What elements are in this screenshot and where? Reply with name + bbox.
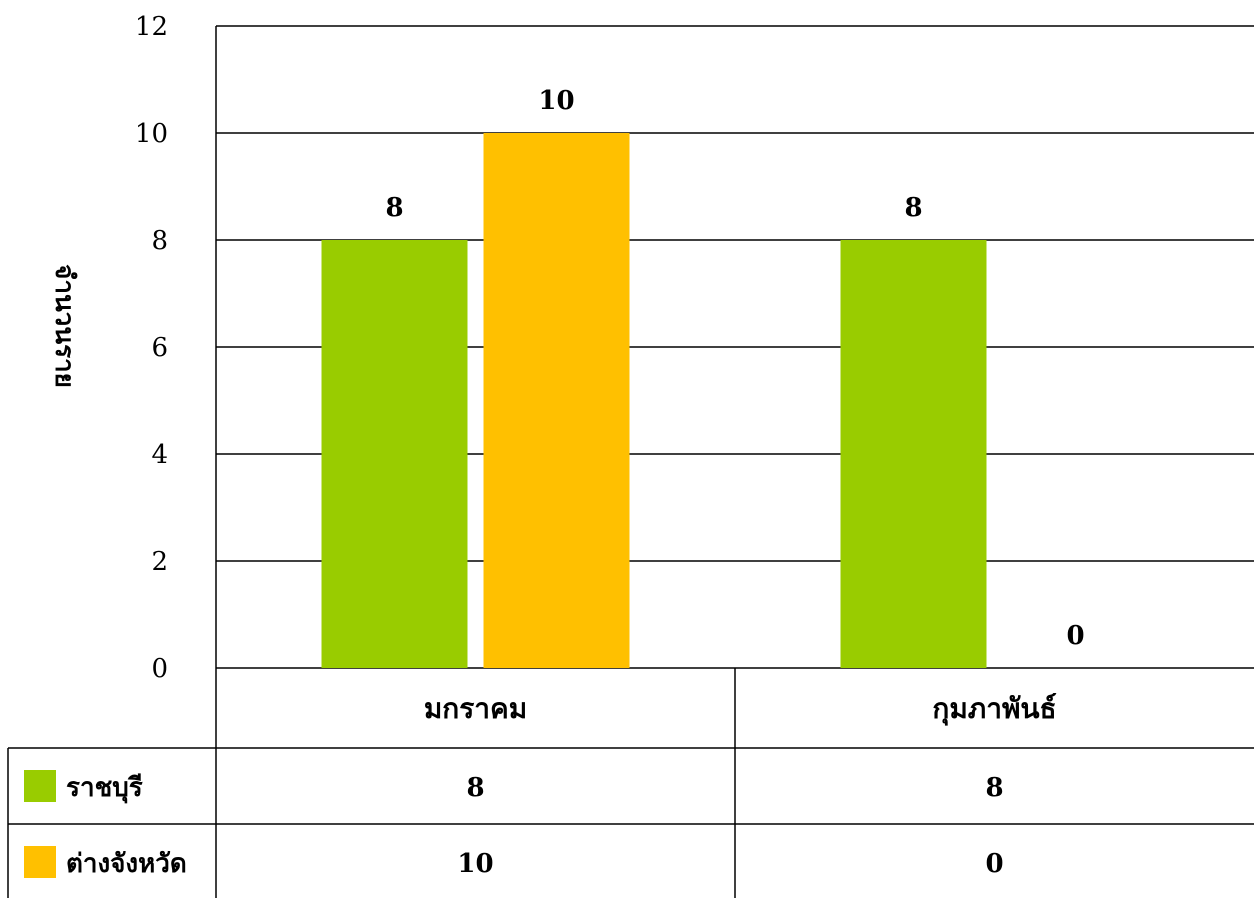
data-label: 8 — [385, 193, 403, 223]
bars — [321, 133, 987, 668]
legend-series-name: ต่างจังหวัด — [66, 849, 187, 879]
table-cell-value: 10 — [457, 849, 493, 879]
table-cell-value: 0 — [985, 849, 1003, 879]
y-tick-label: 10 — [135, 119, 168, 149]
y-axis-ticks: 0 2 4 6 8 10 12 — [135, 12, 168, 684]
x-category-label: กุมภาพันธ์ — [932, 692, 1056, 726]
y-axis-label: จำนวนราย — [49, 264, 79, 388]
data-labels: 8 10 8 0 — [385, 86, 1084, 651]
y-tick-label: 4 — [151, 440, 168, 470]
data-label: 10 — [538, 86, 574, 116]
legend-series-name: ราชบุรี — [66, 773, 143, 804]
data-label: 0 — [1066, 621, 1084, 651]
table-cell-value: 8 — [466, 773, 484, 803]
y-tick-label: 6 — [151, 333, 168, 363]
y-tick-label: 2 — [151, 547, 168, 577]
table-cell-value: 8 — [985, 773, 1003, 803]
bar — [483, 133, 630, 668]
y-tick-label: 0 — [151, 654, 168, 684]
x-category-label: มกราคม — [424, 692, 527, 725]
data-label: 8 — [904, 193, 922, 223]
bar — [321, 240, 468, 668]
y-tick-label: 12 — [135, 12, 168, 42]
legend-swatch — [24, 770, 56, 802]
bar — [840, 240, 987, 668]
legend-swatch — [24, 846, 56, 878]
y-tick-label: 8 — [151, 226, 168, 256]
data-table: มกราคม กุมภาพันธ์ราชบุรี 8 8 ต่างจังหวัด 10 0 — [7, 668, 1254, 898]
